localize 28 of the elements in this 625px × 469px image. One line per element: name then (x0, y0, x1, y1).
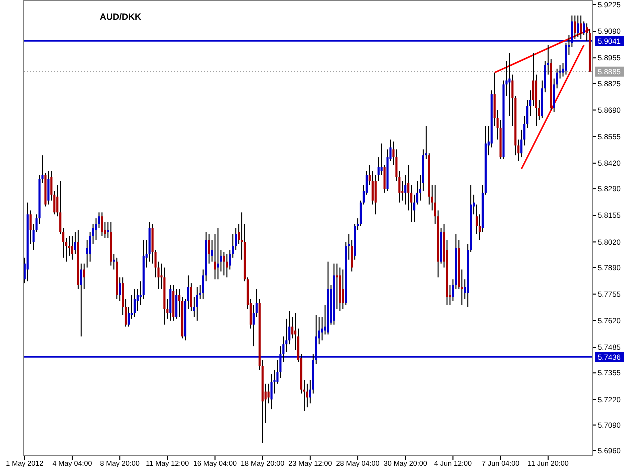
candlestick (48, 170, 50, 206)
candlestick (223, 252, 226, 276)
candlestick (170, 285, 172, 322)
candlestick (134, 288, 136, 318)
candlestick (208, 234, 210, 264)
candlestick (196, 286, 198, 322)
candlestick (580, 15, 582, 40)
candlestick (306, 383, 308, 408)
candlestick (83, 263, 86, 290)
candlestick (336, 263, 338, 310)
candlestick (268, 383, 270, 404)
candlestick (270, 374, 273, 410)
candlestick (574, 15, 576, 40)
candlestick (342, 269, 344, 310)
candlestick (577, 15, 580, 38)
candlestick (101, 212, 104, 237)
candlestick (404, 174, 407, 206)
text: AUD/DKK (100, 12, 142, 22)
candlestick (226, 253, 228, 278)
candlestick (176, 288, 178, 320)
candlestick (80, 263, 82, 338)
candlestick (217, 228, 220, 280)
candlestick (374, 174, 377, 216)
candlestick (380, 143, 383, 176)
candlestick (86, 240, 88, 268)
candlestick (402, 180, 404, 202)
candlestick (71, 236, 74, 260)
candlestick (119, 277, 122, 302)
